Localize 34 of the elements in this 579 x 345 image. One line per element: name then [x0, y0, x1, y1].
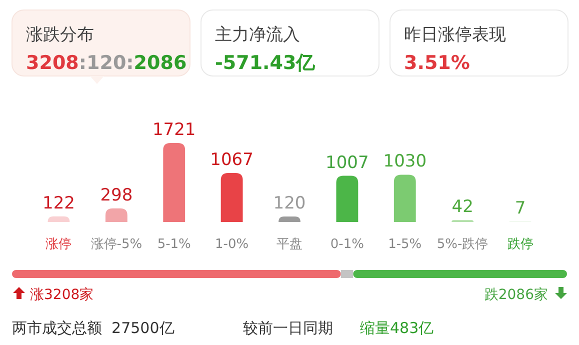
data-label: 1721	[152, 120, 196, 140]
text: 主力净流入	[215, 25, 300, 45]
text: 跌2086家	[484, 287, 548, 303]
x-tick-label: 涨停	[46, 237, 72, 252]
text: 较前一日同期	[243, 319, 333, 337]
data-label: 120	[273, 193, 306, 214]
bar	[394, 174, 416, 222]
data-label: 42	[452, 197, 474, 218]
data-label: 1007	[326, 152, 369, 173]
text: 涨跌分布	[26, 25, 94, 45]
bar	[220, 173, 243, 222]
data-label: 1067	[210, 150, 254, 170]
bar	[105, 208, 128, 222]
x-tick-label: 5%-跌停	[436, 237, 488, 252]
data-label: 298	[100, 185, 133, 206]
text: 缩量483亿	[360, 319, 434, 337]
text: 3.51%	[404, 52, 470, 74]
x-tick-label: 0-1%	[330, 237, 364, 252]
text: 3208:120:2086	[26, 52, 187, 74]
x-tick-label: 涨停-5%	[90, 237, 142, 252]
x-tick-label: 跌停	[507, 237, 534, 252]
text: -571.43亿	[215, 52, 316, 74]
bar	[163, 143, 186, 222]
x-tick-label: 1-5%	[388, 237, 422, 252]
bar	[336, 176, 358, 222]
text: 昨日涨停表现	[404, 25, 506, 45]
data-label: 1030	[383, 152, 427, 172]
x-tick-label: 1-0%	[215, 237, 249, 252]
data-label: 122	[42, 193, 75, 214]
x-tick-label: 平盘	[276, 237, 302, 252]
data-label: 7	[514, 198, 526, 219]
text: 两市成交总额 27500亿	[12, 319, 174, 337]
text: 涨3208家	[30, 287, 94, 303]
x-tick-label: 5-1%	[157, 237, 191, 252]
